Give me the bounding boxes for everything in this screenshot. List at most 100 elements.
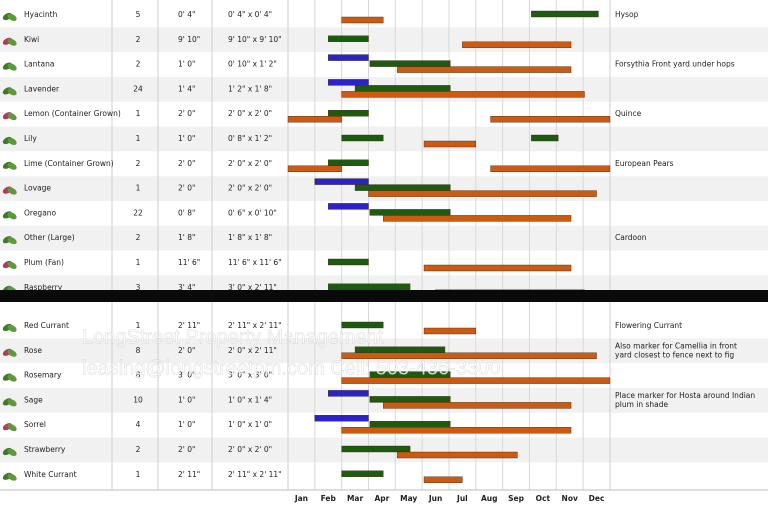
plant-icon — [2, 423, 17, 432]
icon-leaf — [7, 473, 17, 481]
size: 0' 4" x 0' 4" — [228, 10, 272, 19]
plant-name: Lily — [24, 134, 37, 143]
month-label: Sep — [508, 494, 524, 503]
quantity: 1 — [136, 470, 141, 479]
plant-name: Raspberry — [24, 283, 63, 292]
spacing: 2' 0" — [178, 184, 195, 193]
spacing: 3' 4" — [178, 283, 195, 292]
plant-icon — [2, 12, 17, 21]
plant-icon — [2, 260, 17, 269]
schedule-bar — [423, 264, 572, 272]
icon-leaf — [7, 137, 17, 145]
quantity: 1 — [136, 258, 141, 267]
note-line: Quince — [615, 109, 642, 118]
quantity: 2 — [136, 233, 141, 242]
spacing: 1' 0" — [178, 395, 195, 404]
row-background — [0, 151, 768, 177]
quantity: 22 — [133, 208, 143, 217]
schedule-bar — [328, 258, 369, 266]
row-background — [0, 2, 768, 28]
size: 2' 11" x 2' 11" — [228, 321, 282, 330]
quantity: 1 — [136, 184, 141, 193]
icon-leaf — [7, 349, 17, 357]
overlay-band — [0, 290, 768, 302]
month-label: Feb — [321, 494, 337, 503]
month-label: Aug — [481, 494, 498, 503]
schedule-bar — [328, 54, 369, 61]
quantity: 8 — [136, 346, 141, 355]
schedule-bar — [287, 115, 342, 123]
plant-name: Sage — [24, 395, 43, 404]
schedule-bar — [341, 427, 572, 434]
quantity: 2 — [136, 60, 141, 69]
plant-name: White Currant — [24, 470, 77, 479]
size: 3' 0" x 3' 0" — [228, 371, 272, 380]
schedule-bar — [423, 140, 477, 148]
schedule-bar — [328, 283, 411, 290]
plant-icon — [2, 373, 17, 382]
schedule-bar — [341, 134, 384, 142]
icon-leaf — [7, 261, 17, 269]
plant-icon — [2, 236, 17, 245]
plant-icon — [2, 211, 17, 220]
plant-icon — [2, 87, 17, 96]
schedule-bar — [354, 85, 451, 92]
note: Also marker for Camellia in front yard cl… — [615, 341, 737, 359]
size: 1' 0" x 1' 0" — [228, 420, 272, 429]
size: 2' 0" x 2' 0" — [228, 184, 272, 193]
note-line: Forsythia Front yard under hops — [615, 60, 735, 69]
note: Forsythia Front yard under hops — [615, 60, 735, 69]
row-background — [0, 225, 768, 251]
plant-name: Lemon (Container Grown) — [24, 109, 121, 118]
icon-leaf — [7, 212, 17, 220]
spacing: 1' 8" — [178, 233, 195, 242]
schedule-bar — [369, 396, 451, 403]
schedule-bar — [328, 109, 369, 117]
note: Quince — [615, 109, 642, 118]
size: 2' 0" x 2' 0" — [228, 445, 272, 454]
icon-leaf — [7, 399, 17, 407]
spacing: 1' 0" — [178, 60, 195, 69]
note: Cardoon — [615, 233, 647, 242]
schedule-bar — [531, 10, 599, 18]
month-label: Jul — [456, 494, 468, 503]
quantity: 5 — [136, 10, 141, 19]
spacing: 0' 4" — [178, 10, 195, 19]
plant-name: Lime (Container Grown) — [24, 159, 114, 168]
note-line: Place marker for Hosta around Indian — [615, 391, 755, 400]
icon-leaf — [7, 38, 17, 46]
spacing: 2' 0" — [178, 445, 195, 454]
size: 9' 10" x 9' 10" — [228, 35, 282, 44]
month-label: Nov — [562, 494, 578, 503]
plant-name: Red Currant — [24, 321, 69, 330]
quantity: 2 — [136, 35, 141, 44]
schedule-bar — [490, 165, 611, 173]
row-background — [0, 126, 768, 152]
row-background — [0, 250, 768, 276]
month-label: Apr — [374, 494, 389, 503]
schedule-bar — [328, 390, 369, 397]
quantity: 1 — [136, 134, 141, 143]
schedule-bar — [287, 165, 342, 173]
quantity: 24 — [133, 84, 143, 93]
spacing: 1' 0" — [178, 420, 195, 429]
quantity: 10 — [133, 395, 143, 404]
schedule-bar — [396, 451, 518, 459]
plant-icon — [2, 398, 17, 407]
quantity: 2 — [136, 159, 141, 168]
schedule-bar — [328, 35, 369, 42]
size: 1' 8" x 1' 8" — [228, 233, 272, 242]
spacing: 9' 10" — [178, 35, 200, 44]
schedule-bar — [328, 159, 369, 167]
spacing: 2' 0" — [178, 109, 195, 118]
row-background — [0, 101, 768, 127]
plant-name: Hyacinth — [24, 10, 58, 19]
size: 0' 8" x 1' 2" — [228, 134, 272, 143]
schedule-bar — [369, 421, 451, 428]
icon-leaf — [7, 112, 17, 121]
schedule-bar — [490, 115, 611, 123]
month-label: Jun — [428, 494, 442, 503]
schedule-bar — [341, 377, 611, 384]
watermark: leasing@longstreetpm.com Cell: 503-436-3… — [82, 357, 500, 379]
row-background — [0, 462, 768, 488]
